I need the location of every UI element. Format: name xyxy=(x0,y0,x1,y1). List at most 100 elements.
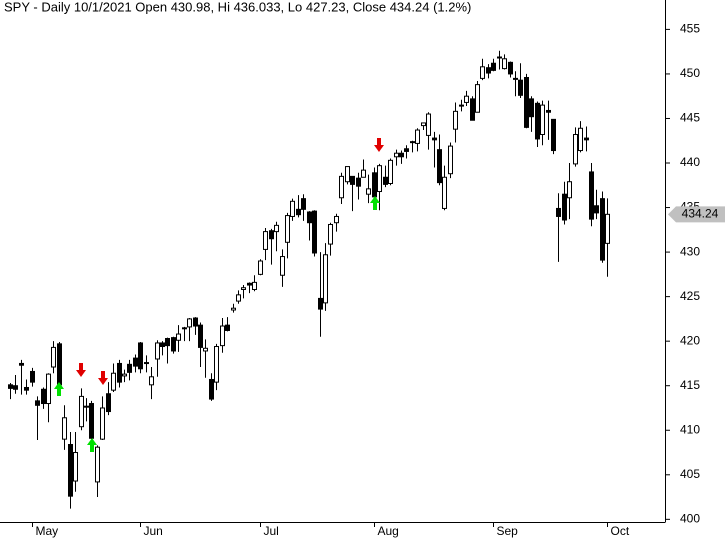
candle-body xyxy=(350,175,355,185)
candle-body xyxy=(198,324,203,348)
candle-body xyxy=(366,188,371,195)
candle-body xyxy=(323,254,328,304)
y-tick-label: 445 xyxy=(680,111,700,125)
candle-body xyxy=(432,137,437,141)
candle-body xyxy=(377,165,382,193)
chart-title: SPY - Daily 10/1/2021 Open 430.98, Hi 43… xyxy=(4,0,471,14)
candle-body xyxy=(241,287,246,291)
candle-body xyxy=(68,444,73,497)
sell-arrow xyxy=(374,138,384,152)
candle-body xyxy=(307,211,312,224)
candle-body xyxy=(470,98,475,121)
candle-body xyxy=(345,166,350,183)
candle-body xyxy=(176,333,181,341)
candle-body xyxy=(589,171,594,220)
candle-body xyxy=(290,200,295,217)
x-tick-label: Aug xyxy=(378,524,399,538)
candle-body xyxy=(442,176,447,209)
candle-body xyxy=(269,230,274,240)
signal-arrows xyxy=(54,138,384,452)
candle-body xyxy=(535,102,540,140)
candle-body xyxy=(203,347,208,352)
candle-body xyxy=(51,346,56,368)
candle-body xyxy=(361,169,366,178)
candle-body xyxy=(421,122,426,127)
candle-body xyxy=(584,137,589,141)
y-tick-label: 415 xyxy=(680,378,700,392)
candle-body xyxy=(30,370,35,383)
candle-body xyxy=(220,325,225,347)
candle-body xyxy=(231,307,236,311)
candle-body xyxy=(394,152,399,158)
candle-body xyxy=(89,403,94,439)
x-tick-label: Jul xyxy=(264,524,279,538)
candle-body xyxy=(155,342,160,360)
candle-body xyxy=(486,67,491,74)
candle-body xyxy=(79,395,84,428)
candle-body xyxy=(138,342,143,370)
candle-body xyxy=(437,149,442,184)
last-price-label: 434.24 xyxy=(682,206,719,220)
candle-body xyxy=(46,373,51,405)
candle-body xyxy=(372,172,377,198)
candle-body xyxy=(84,405,89,408)
candle-body xyxy=(252,281,257,291)
candle-body xyxy=(513,77,518,80)
candle-body xyxy=(567,181,572,199)
candle-body xyxy=(546,109,551,113)
candle-body xyxy=(475,84,480,113)
candle-body xyxy=(459,104,464,107)
candle-body xyxy=(127,363,132,373)
buy-arrow xyxy=(54,382,64,396)
candle-body xyxy=(149,376,154,386)
candle-body xyxy=(453,110,458,130)
candle-body xyxy=(133,357,138,367)
candle-body xyxy=(24,386,29,391)
candle-body xyxy=(578,127,583,152)
candle-body xyxy=(117,362,122,383)
candle-body xyxy=(274,224,279,233)
candle-body xyxy=(388,159,393,185)
candle-body xyxy=(480,66,485,79)
y-tick-label: 455 xyxy=(680,22,700,36)
candle-body xyxy=(562,193,567,221)
candle-body xyxy=(356,177,361,187)
y-tick-label: 400 xyxy=(680,511,700,525)
candle-body xyxy=(57,343,62,386)
candle-body xyxy=(328,223,333,245)
candle-body xyxy=(296,208,301,216)
candle-body xyxy=(13,385,18,390)
candle-body xyxy=(573,134,578,165)
candle-body xyxy=(187,318,192,328)
candles xyxy=(8,50,610,509)
candle-body xyxy=(122,373,127,377)
candle-body xyxy=(280,256,285,276)
candle-body xyxy=(508,61,513,75)
x-tick-label: Oct xyxy=(611,524,630,538)
candle-body xyxy=(556,207,561,217)
candle-body xyxy=(160,342,165,348)
candle-body xyxy=(497,56,502,59)
candle-body xyxy=(73,452,78,482)
candle-body xyxy=(182,327,187,330)
buy-arrow xyxy=(370,196,380,210)
y-tick-label: 405 xyxy=(680,467,700,481)
sell-arrow xyxy=(76,363,86,377)
y-tick-label: 430 xyxy=(680,244,700,258)
candle-body xyxy=(301,198,306,210)
candle-body xyxy=(312,210,317,254)
candle-body xyxy=(415,129,420,144)
candle-body xyxy=(247,282,252,286)
candle-body xyxy=(540,104,545,136)
sell-arrow xyxy=(98,371,108,385)
candle-body xyxy=(62,417,67,440)
y-tick-label: 425 xyxy=(680,289,700,303)
candle-body xyxy=(35,400,40,406)
candle-body xyxy=(448,145,453,175)
candle-body xyxy=(318,297,323,310)
candle-body xyxy=(524,76,529,128)
candle-body xyxy=(502,58,507,70)
buy-arrow xyxy=(87,438,97,452)
candle-body xyxy=(225,324,230,331)
